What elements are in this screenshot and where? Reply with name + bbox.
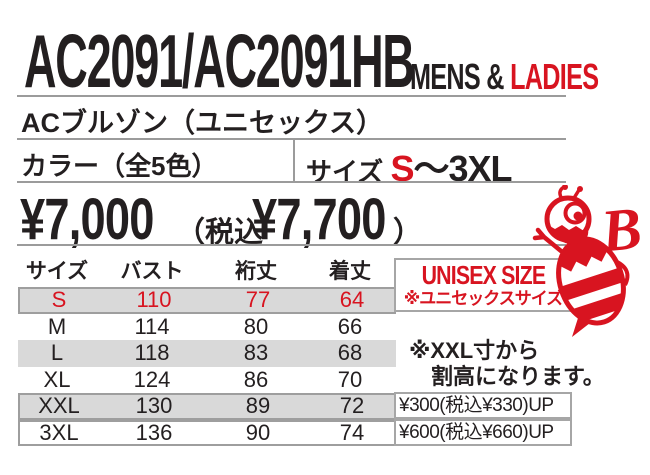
divider-line-1: [17, 95, 566, 97]
cell-sleeve: 80: [243, 313, 269, 339]
col-header-size: サイズ: [25, 260, 89, 283]
product-name: ACブルゾン（ユニセックス）: [21, 108, 384, 138]
cell-size: XXL: [38, 393, 80, 419]
cell-length: 70: [337, 366, 363, 392]
cell-bust: 136: [135, 419, 173, 445]
table-row-xl: XL 124 86 70: [18, 367, 396, 394]
unisex-size-title: UNISEX SIZE: [421, 260, 545, 290]
table-row-l: L 118 83 68: [18, 340, 396, 367]
bee-mascot-icon: B: [532, 185, 645, 337]
cell-bust: 124: [133, 366, 171, 392]
size-range-label: サイズ S～3XL: [306, 140, 513, 192]
col-header-bust: バスト: [120, 260, 184, 283]
table-row-3xl: 3XL 136 90 74: [18, 419, 396, 446]
divider-vertical: [293, 138, 295, 183]
cell-sleeve: 90: [245, 419, 271, 445]
model-number-title: AC2091/AC2091HB: [24, 19, 415, 103]
cell-bust: 114: [134, 313, 170, 339]
cell-sleeve: 83: [243, 340, 269, 366]
cell-length: 74: [339, 419, 365, 445]
cell-length: 66: [337, 313, 363, 339]
surcharge-note-line1: ※XXL寸から: [409, 338, 540, 363]
cell-length: 72: [339, 393, 365, 419]
cell-length: 68: [337, 340, 363, 366]
cell-size: 3XL: [39, 419, 79, 445]
cell-length: 64: [339, 287, 365, 313]
cell-size: S: [51, 287, 67, 313]
divider-line-4: [17, 244, 566, 246]
cell-bust: 130: [135, 393, 173, 419]
cell-size: M: [47, 313, 67, 339]
surcharge-note-line2: 割高になります。: [431, 364, 605, 389]
cell-size: L: [50, 340, 64, 366]
table-row-s: S 110 77 64: [18, 287, 396, 314]
divider-line-3: [17, 181, 566, 183]
tax-included-open: （税込: [176, 217, 264, 249]
cell-sleeve: 86: [243, 366, 269, 392]
cell-sleeve: 77: [245, 287, 271, 313]
divider-line-2: [17, 138, 566, 140]
unisex-size-badge: UNISEX SIZE ※ユニセックスサイズ: [394, 258, 572, 312]
mens-label: MENS &: [410, 56, 511, 97]
col-header-length: 着丈: [329, 260, 371, 283]
size-table: サイズ バスト 裄丈 着丈 S 110 77 64 M 114 80 66 L …: [18, 256, 396, 446]
surcharge-xxl-cell: ¥300(税込¥330)UP: [394, 392, 572, 419]
table-row-m: M 114 80 66: [18, 314, 396, 341]
col-header-sleeve: 裄丈: [235, 260, 277, 283]
unisex-size-subtitle: ※ユニセックスサイズ: [403, 289, 564, 308]
color-count-label: カラー（全5色）: [21, 151, 218, 181]
cell-bust: 118: [134, 340, 170, 366]
cell-sleeve: 89: [245, 393, 271, 419]
price-tax-included: ¥7,700: [252, 187, 386, 252]
size-table-header: サイズ バスト 裄丈 着丈: [18, 256, 396, 287]
table-row-xxl: XXL 130 89 72: [18, 393, 396, 420]
cell-bust: 110: [136, 287, 172, 313]
price-base: ¥7,000: [20, 187, 154, 252]
tax-included-close: ）: [393, 217, 423, 249]
cell-size: XL: [43, 366, 71, 392]
ladies-label: LADIES: [510, 56, 599, 97]
gender-label: MENS & LADIES: [410, 56, 599, 98]
surcharge-3xl-cell: ¥600(税込¥660)UP: [394, 419, 572, 446]
